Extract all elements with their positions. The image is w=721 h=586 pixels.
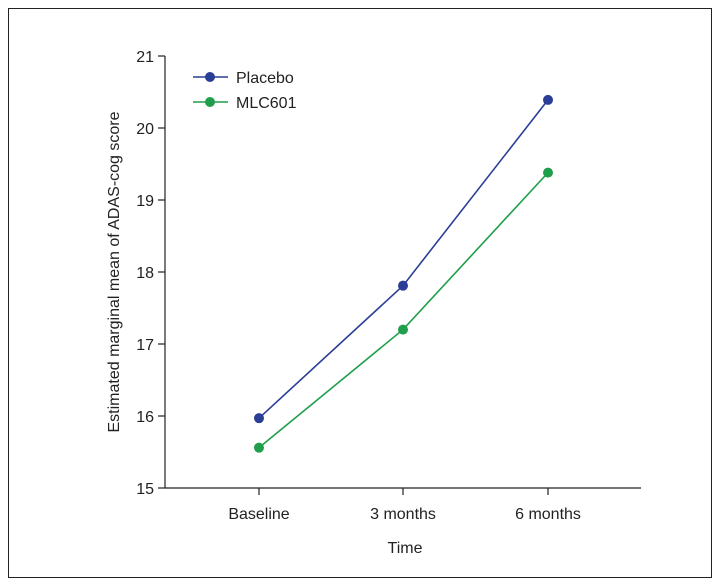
x-tick-label: 3 months bbox=[370, 506, 436, 523]
y-tick-label: 19 bbox=[136, 193, 154, 210]
data-point-mlc601 bbox=[254, 442, 264, 453]
y-tick-label: 15 bbox=[136, 481, 154, 498]
series-layer bbox=[254, 94, 553, 453]
legend: Placebo MLC601 bbox=[193, 70, 297, 112]
axes: 15 16 17 18 19 20 21 Baseline 3 months 6 months bbox=[136, 49, 641, 523]
data-point-placebo bbox=[398, 280, 408, 291]
y-tick-label: 21 bbox=[136, 49, 154, 66]
legend-label: MLC601 bbox=[236, 95, 297, 112]
y-tick-label: 16 bbox=[136, 409, 154, 426]
chart-frame bbox=[8, 8, 712, 578]
data-point-placebo bbox=[543, 94, 553, 105]
x-axis-title: Time bbox=[388, 540, 423, 557]
x-tick-label: 6 months bbox=[515, 506, 581, 523]
y-tick-label: 20 bbox=[136, 121, 154, 138]
x-tick-label: Baseline bbox=[228, 506, 289, 523]
legend-marker bbox=[205, 72, 215, 82]
legend-marker bbox=[205, 97, 215, 107]
y-tick-label: 17 bbox=[136, 337, 154, 354]
series-line-mlc601 bbox=[258, 172, 549, 449]
series-line-placebo bbox=[258, 99, 549, 419]
data-point-placebo bbox=[254, 413, 264, 424]
data-point-mlc601 bbox=[543, 167, 553, 178]
y-tick-label: 18 bbox=[136, 265, 154, 282]
data-point-mlc601 bbox=[398, 324, 408, 335]
y-axis-title: Estimated marginal mean of ADAS-cog scor… bbox=[106, 111, 123, 432]
legend-label: Placebo bbox=[236, 70, 294, 87]
